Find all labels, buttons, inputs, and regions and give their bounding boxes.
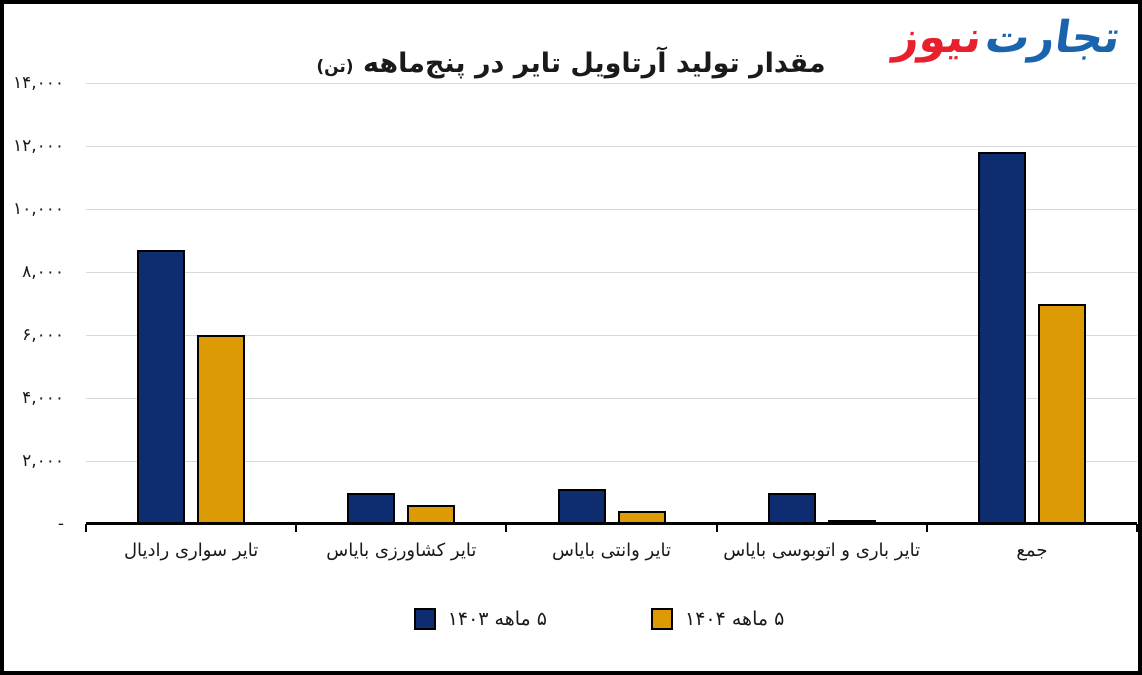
x-axis-tick [925, 524, 928, 532]
gridline [86, 83, 1137, 84]
legend: ۵ ماهه ۱۴۰۳ ۵ ماهه ۱۴۰۴ [0, 608, 1142, 630]
y-tick-label: ۸,۰۰۰ [22, 262, 64, 282]
x-axis-tick [505, 524, 508, 532]
bar-series2-cat5 [1037, 303, 1086, 524]
gridline [86, 146, 1137, 147]
y-tick-label: ۲,۰۰۰ [22, 451, 64, 471]
chart-title-text: مقدار تولید آرتاویل تایر در پنج‌ماهه [363, 48, 826, 80]
x-axis-tick [1136, 524, 1138, 532]
gridline [86, 461, 1137, 462]
x-category-label: تایر وانتی بایاس [552, 540, 671, 561]
x-axis-tick [715, 524, 718, 532]
logo-word-tejarat: تجارت [982, 12, 1124, 63]
gridline [86, 335, 1137, 336]
plot-area [85, 83, 1138, 532]
legend-label: ۵ ماهه ۱۴۰۴ [685, 608, 785, 630]
legend-marker-icon [651, 608, 673, 630]
x-axis-line [86, 522, 1137, 525]
x-category-label: تایر باری و اتوبوسی بایاس [723, 540, 921, 561]
legend-marker-icon [413, 608, 436, 630]
y-tick-label: ۱۰,۰۰۰ [12, 199, 64, 219]
y-tick-label: ۶,۰۰۰ [22, 325, 64, 345]
y-tick-label: ۴,۰۰۰ [22, 388, 64, 408]
chart-title: مقدار تولید آرتاویل تایر در پنج‌ماهه (تن… [0, 48, 1142, 79]
x-axis-tick [85, 524, 87, 532]
chart-title-unit: (تن) [316, 57, 354, 78]
legend-label: ۵ ماهه ۱۴۰۳ [447, 608, 547, 630]
y-tick-label: ۱۲,۰۰۰ [12, 136, 64, 156]
x-axis-tick [295, 524, 298, 532]
bar-series1-cat2 [347, 492, 396, 524]
legend-item-2: ۵ ماهه ۱۴۰۴ [651, 608, 784, 630]
logo-word-news: نیوز [890, 12, 986, 63]
y-tick-label: ۱۴,۰۰۰ [12, 73, 64, 93]
bar-series1-cat1 [137, 249, 186, 524]
y-axis-labels: - ۲,۰۰۰ ۴,۰۰۰ ۶,۰۰۰ ۸,۰۰۰ ۱۰,۰۰۰ ۱۲,۰۰۰ ۱۴,۰۰۰ [0, 73, 64, 534]
gridline [86, 272, 1137, 273]
x-category-label: تایر کشاورزی بایاس [326, 540, 477, 561]
x-axis-labels: تایر سواری رادیال تایر کشاورزی بایاس تایر … [86, 540, 1137, 570]
x-category-label: جمع [1016, 540, 1048, 561]
y-tick-label: - [57, 514, 64, 534]
bar-series1-cat3 [557, 489, 606, 524]
bar-series1-cat4 [767, 492, 816, 524]
gridline [86, 398, 1137, 399]
tejarat-news-logo: تجارت نیوز [884, 12, 1130, 67]
bar-series2-cat1 [197, 335, 246, 524]
gridline [86, 209, 1137, 210]
bar-series1-cat5 [977, 152, 1026, 524]
legend-item-1: ۵ ماهه ۱۴۰۳ [413, 608, 547, 630]
x-category-label: تایر سواری رادیال [123, 540, 259, 561]
